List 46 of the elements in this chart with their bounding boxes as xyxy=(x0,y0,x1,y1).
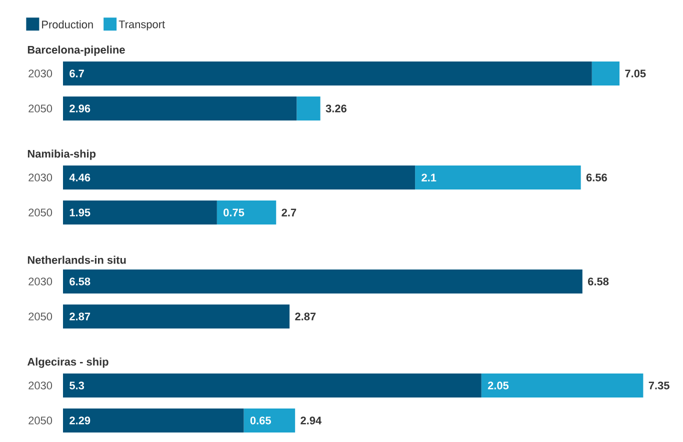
bar xyxy=(592,62,620,86)
total-label: 6.58 xyxy=(588,278,609,286)
y-tick-label: 2030 xyxy=(28,70,52,78)
bar xyxy=(63,374,482,398)
y-tick-label: 2030 xyxy=(28,278,52,286)
total-label: 7.05 xyxy=(625,70,646,78)
data-label: 4.46 xyxy=(69,174,90,182)
total-label: 2.87 xyxy=(295,312,316,320)
y-tick-label: 2030 xyxy=(28,382,52,390)
chart-title: Netherlands-in situ xyxy=(28,256,126,264)
legend-label: Production xyxy=(42,20,93,28)
chart-title: Algeciras - ship xyxy=(27,358,108,368)
bar xyxy=(63,62,592,86)
data-label: 2.1 xyxy=(422,174,436,182)
total-label: 7.35 xyxy=(648,382,670,390)
data-label: 2.29 xyxy=(70,416,90,424)
total-label: 2.7 xyxy=(282,208,296,216)
data-label: 2.87 xyxy=(70,312,90,320)
data-label: 5.3 xyxy=(70,382,84,390)
y-tick-label: 2050 xyxy=(28,208,52,216)
y-tick-label: 2030 xyxy=(28,174,52,182)
bar xyxy=(63,408,244,433)
total-label: 2.94 xyxy=(300,416,322,424)
data-label: 1.95 xyxy=(70,208,90,216)
y-tick-label: 2050 xyxy=(28,312,52,320)
bar xyxy=(63,166,416,190)
data-label: 2.96 xyxy=(70,104,90,112)
legend-label: Transport xyxy=(118,20,165,30)
bar xyxy=(296,96,320,121)
data-label: 6.58 xyxy=(70,278,90,286)
bar xyxy=(63,200,217,225)
data-label: 2.05 xyxy=(488,382,509,390)
data-label: 0.65 xyxy=(250,416,271,424)
y-tick-label: 2050 xyxy=(28,416,52,424)
chart-title: Namibia-ship xyxy=(28,150,96,160)
bar xyxy=(216,200,276,225)
total-label: 3.26 xyxy=(326,104,346,112)
total-label: 6.56 xyxy=(586,174,607,182)
bar xyxy=(63,96,297,121)
data-label: 0.75 xyxy=(224,208,244,216)
data-label: 6.7 xyxy=(70,70,84,78)
chart-title: Barcelona-pipeline xyxy=(28,46,125,56)
bar xyxy=(244,408,296,433)
bar xyxy=(481,374,644,398)
bar xyxy=(415,166,581,190)
y-tick-label: 2050 xyxy=(28,104,52,112)
